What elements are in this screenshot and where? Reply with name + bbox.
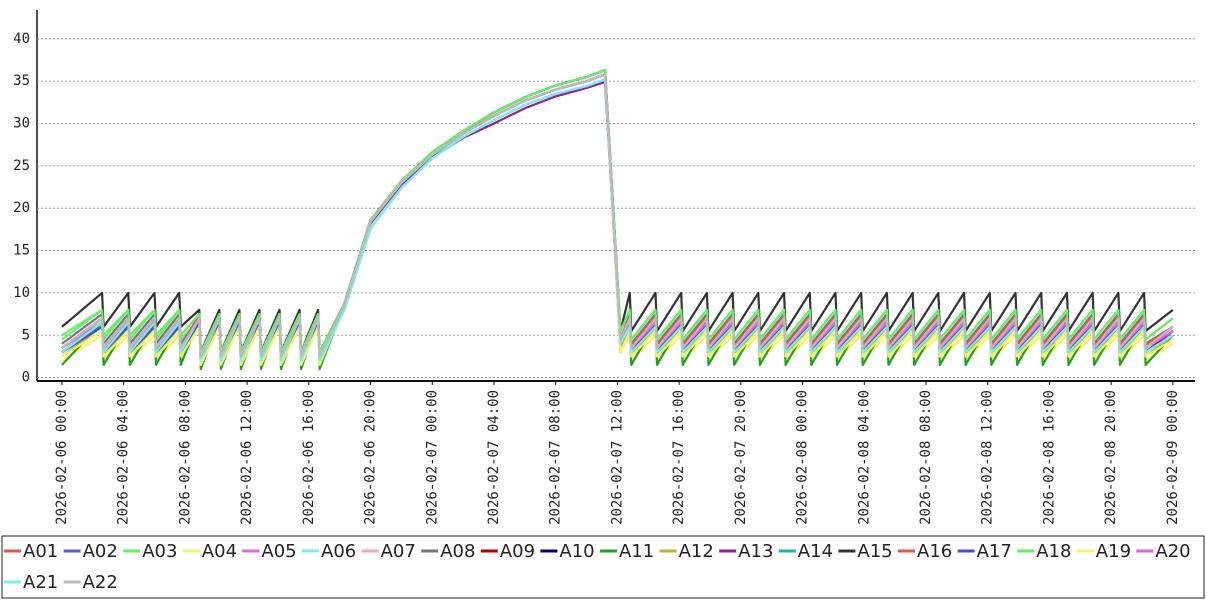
- x-tick-label: 2026-02-06 20:00: [363, 390, 379, 525]
- x-tick-label: 2026-02-07 12:00: [609, 390, 625, 525]
- legend-label: A17: [977, 541, 1012, 562]
- legend-label: A18: [1036, 541, 1071, 562]
- legend-label: A16: [917, 541, 952, 562]
- x-tick-label: 2026-02-07 20:00: [733, 390, 749, 525]
- legend-label: A03: [142, 541, 177, 562]
- legend-item: A17: [957, 541, 1012, 562]
- x-tick-label: 2026-02-07 04:00: [486, 390, 502, 525]
- y-tick-label: 30: [13, 116, 30, 132]
- x-tick-label: 2026-02-07 00:00: [424, 390, 440, 525]
- grid: [37, 38, 1195, 379]
- legend-item: A05: [242, 541, 297, 562]
- legend-item: A18: [1017, 541, 1071, 562]
- legend-label: A02: [83, 541, 118, 562]
- legend-label: A13: [738, 541, 773, 562]
- x-tick-label: 2026-02-06 00:00: [54, 390, 70, 525]
- x-tick-label: 2026-02-06 04:00: [116, 390, 132, 525]
- legend-item: A03: [123, 541, 177, 562]
- legend-item: A01: [4, 541, 58, 562]
- series-line: [61, 73, 1174, 362]
- x-tick-label: 2026-02-08 00:00: [795, 390, 811, 525]
- x-tick-label: 2026-02-06 12:00: [239, 390, 255, 525]
- y-tick-label: 10: [13, 285, 30, 301]
- x-tick-label: 2026-02-08 08:00: [918, 390, 934, 525]
- y-tick-label: 35: [13, 73, 30, 89]
- legend-item: A10: [540, 541, 595, 562]
- x-tick-label: 2026-02-06 08:00: [177, 390, 193, 525]
- y-tick-label: 5: [22, 327, 30, 343]
- legend-label: A01: [23, 541, 58, 562]
- legend-label: A20: [1155, 541, 1190, 562]
- y-tick-label: 25: [13, 158, 30, 174]
- y-tick-label: 20: [13, 200, 30, 216]
- legend-item: A20: [1136, 541, 1191, 562]
- x-tick-label: 2026-02-08 20:00: [1103, 390, 1119, 525]
- y-tick-label: 40: [13, 31, 30, 47]
- series-line: [61, 69, 1174, 354]
- legend-label: A09: [500, 541, 535, 562]
- legend-item: A21: [4, 572, 58, 593]
- legend-label: A14: [798, 541, 833, 562]
- legend-label: A10: [559, 541, 594, 562]
- legend-box: [1, 535, 1205, 599]
- series-line: [61, 73, 1174, 358]
- legend-item: A07: [361, 541, 416, 562]
- legend-label: A15: [857, 541, 892, 562]
- legend-label: A11: [619, 541, 654, 562]
- legend-label: A05: [261, 541, 296, 562]
- legend-item: A02: [63, 541, 118, 562]
- series-line: [61, 78, 1174, 362]
- legend-label: A04: [202, 541, 237, 562]
- legend-item: A14: [778, 541, 833, 562]
- x-tick-label: 2026-02-07 08:00: [548, 390, 564, 525]
- legend-label: A08: [440, 541, 475, 562]
- legend-item: A04: [182, 541, 237, 562]
- series-line: [61, 78, 1174, 362]
- legend-label: A07: [381, 541, 416, 562]
- series-line: [61, 69, 1174, 354]
- x-tick-label: 2026-02-07 16:00: [671, 390, 687, 525]
- x-tick-label: 2026-02-08 12:00: [980, 390, 996, 525]
- legend-label: A19: [1096, 541, 1131, 562]
- x-tick-label: 2026-02-08 04:00: [856, 390, 872, 525]
- legend-item: A22: [63, 572, 118, 593]
- legend-item: A12: [659, 541, 714, 562]
- legend-item: A08: [421, 541, 475, 562]
- legend-item: A16: [898, 541, 952, 562]
- legend-item: A15: [838, 541, 893, 562]
- series-lines: [61, 69, 1174, 371]
- y-tick-label: 15: [13, 243, 30, 259]
- x-tick-label: 2026-02-08 16:00: [1041, 390, 1057, 525]
- legend-item: A11: [600, 541, 654, 562]
- x-tick-label: 2026-02-06 16:00: [301, 390, 317, 525]
- legend-item: A09: [480, 541, 535, 562]
- legend-item: A13: [719, 541, 773, 562]
- legend-label: A06: [321, 541, 356, 562]
- x-tick-label: 2026-02-09 00:00: [1165, 390, 1181, 525]
- legend-label: A22: [83, 572, 118, 593]
- legend-item: A19: [1076, 541, 1131, 562]
- legend-label: A12: [679, 541, 714, 562]
- y-tick-label: 0: [22, 370, 30, 386]
- legend-label: A21: [23, 572, 58, 593]
- legend-item: A06: [302, 541, 356, 562]
